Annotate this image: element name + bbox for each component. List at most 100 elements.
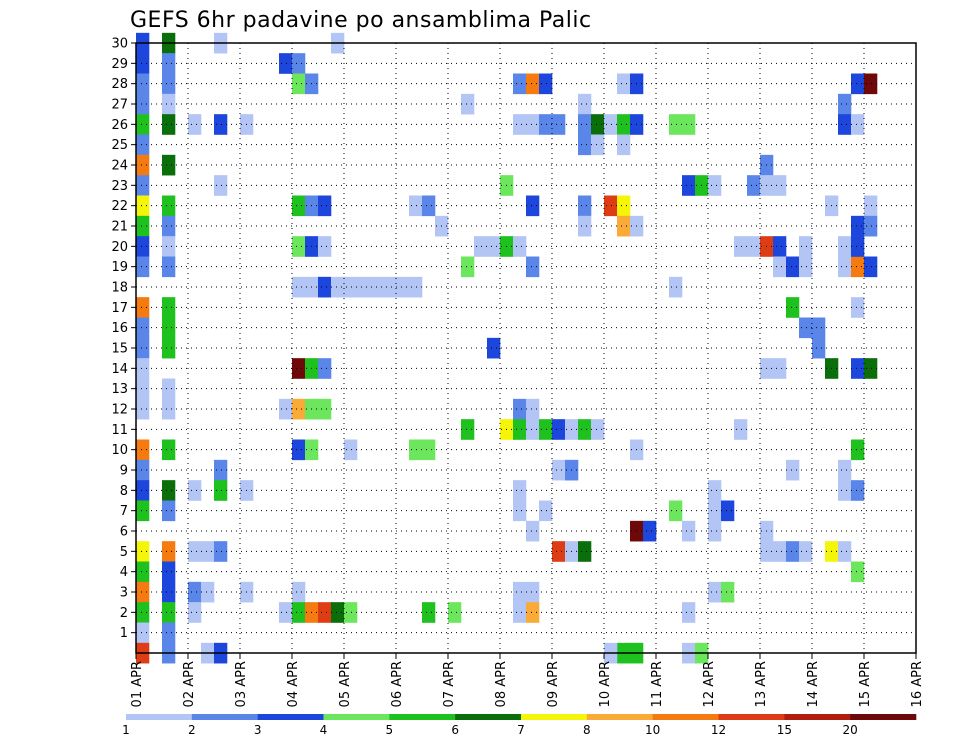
- y-tick-label: 14: [111, 362, 128, 377]
- heatmap-cell: [162, 439, 176, 461]
- heatmap-cell: [448, 602, 462, 623]
- y-tick-label: 5: [120, 545, 128, 560]
- heatmap-cell: [162, 73, 176, 95]
- heatmap-cell: [162, 236, 176, 257]
- colorbar-label: 20: [843, 723, 858, 737]
- heatmap-cell: [162, 500, 176, 522]
- heatmap-cell: [539, 114, 553, 135]
- y-tick-label: 26: [111, 118, 128, 133]
- y-tick-label: 28: [111, 77, 128, 92]
- heatmap-cell: [162, 541, 176, 562]
- heatmap-cell: [682, 520, 696, 542]
- heatmap-cell: [513, 73, 527, 95]
- heatmap-cells: [136, 32, 878, 664]
- colorbar-swatch: [784, 714, 851, 720]
- heatmap-cell: [162, 53, 176, 74]
- heatmap-cell: [136, 480, 150, 501]
- colorbar-swatch: [191, 714, 258, 720]
- heatmap-cell: [578, 93, 592, 115]
- heatmap-cell: [682, 602, 696, 623]
- heatmap-cell: [292, 276, 306, 298]
- heatmap-cell: [747, 175, 761, 196]
- heatmap-cell: [188, 581, 202, 603]
- heatmap-cell: [708, 520, 722, 542]
- heatmap-cell: [344, 602, 358, 623]
- heatmap-cell: [864, 195, 878, 217]
- heatmap-cell: [526, 73, 540, 95]
- heatmap-cell: [136, 73, 150, 95]
- heatmap-cell: [162, 297, 176, 318]
- heatmap-cell: [851, 439, 865, 461]
- y-tick-label: 18: [111, 281, 128, 296]
- y-tick-label: 1: [120, 626, 128, 641]
- heatmap-cell: [708, 480, 722, 501]
- x-tick-label: 11 APR: [650, 661, 665, 707]
- heatmap-cell: [799, 256, 813, 278]
- heatmap-cell: [526, 195, 540, 217]
- heatmap-cell: [136, 500, 150, 522]
- colorbar-swatch: [521, 714, 588, 720]
- heatmap-cell: [344, 439, 358, 461]
- heatmap-cell: [513, 398, 527, 420]
- heatmap-cell: [136, 561, 150, 583]
- y-tick-label: 7: [120, 504, 128, 519]
- heatmap-cell: [539, 419, 553, 440]
- heatmap-cell: [422, 602, 436, 623]
- heatmap-cell: [461, 256, 475, 278]
- colorbar-label: 6: [451, 723, 459, 737]
- heatmap-cell: [214, 175, 228, 196]
- heatmap-cell: [578, 195, 592, 217]
- heatmap-cell: [799, 317, 813, 339]
- heatmap-cell: [552, 114, 566, 135]
- heatmap-cell: [578, 134, 592, 156]
- heatmap-cell: [552, 419, 566, 440]
- colorbar-label: 7: [517, 723, 525, 737]
- heatmap-cell: [162, 581, 176, 603]
- heatmap-cell: [136, 53, 150, 74]
- heatmap-cell: [188, 541, 202, 562]
- x-tick-label: 10 APR: [598, 661, 613, 707]
- colorbar-swatch: [586, 714, 653, 720]
- heatmap-cell: [734, 419, 748, 440]
- heatmap-cell: [578, 419, 592, 440]
- heatmap-cell: [669, 500, 683, 522]
- y-tick-label: 30: [111, 37, 128, 52]
- y-tick-label: 11: [111, 423, 128, 438]
- heatmap-cell: [669, 276, 683, 298]
- heatmap-cell: [513, 500, 527, 522]
- heatmap-cell: [292, 236, 306, 257]
- heatmap-cell: [136, 337, 150, 359]
- heatmap-cell: [318, 276, 332, 298]
- heatmap-cell: [838, 114, 852, 135]
- y-tick-label: 6: [120, 525, 128, 540]
- heatmap-cell: [136, 93, 150, 115]
- heatmap-cell: [136, 622, 150, 644]
- colorbar-swatch: [718, 714, 785, 720]
- heatmap-cell: [812, 317, 826, 339]
- heatmap-cell: [851, 480, 865, 501]
- heatmap-cell: [279, 602, 293, 623]
- heatmap-cell: [292, 195, 306, 217]
- heatmap-cell: [292, 581, 306, 603]
- chart-title: GEFS 6hr padavine po ansamblima Palic: [130, 8, 592, 33]
- y-tick-label: 21: [111, 220, 128, 235]
- x-tick-label: 12 APR: [702, 661, 717, 707]
- y-tick-label: 29: [111, 57, 128, 72]
- x-tick-label: 01 APR: [130, 661, 145, 707]
- heatmap-cell: [136, 398, 150, 420]
- heatmap-cell: [513, 236, 527, 257]
- heatmap-cell: [773, 236, 787, 257]
- x-tick-label: 13 APR: [754, 661, 769, 707]
- heatmap-cell: [526, 602, 540, 623]
- heatmap-cell: [747, 236, 761, 257]
- colorbar-label: 8: [583, 723, 591, 737]
- heatmap-cell: [136, 256, 150, 278]
- y-tick-label: 3: [120, 586, 128, 601]
- colorbar-label: 1: [122, 723, 130, 737]
- heatmap-cell: [409, 276, 423, 298]
- heatmap-cell: [578, 541, 592, 562]
- x-tick-label: 05 APR: [338, 661, 353, 707]
- heatmap-cell: [526, 114, 540, 135]
- heatmap-cell: [513, 602, 527, 623]
- heatmap-cell: [201, 581, 215, 603]
